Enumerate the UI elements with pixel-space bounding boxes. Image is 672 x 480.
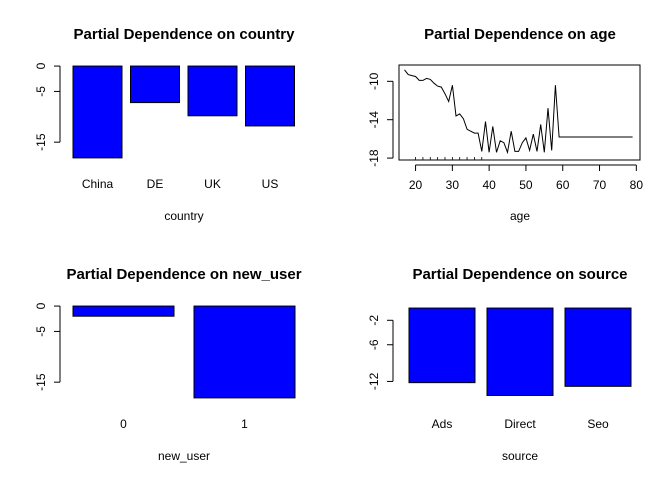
x-tick-label: Seo xyxy=(587,417,609,431)
y-tick-label: -5 xyxy=(34,326,48,337)
x-tick-label: DE xyxy=(147,177,164,191)
bar xyxy=(187,65,238,117)
x-tick-label: 60 xyxy=(556,178,570,192)
x-tick-label: US xyxy=(262,177,279,191)
y-tick-label: -15 xyxy=(34,133,48,151)
y-tick-label: -5 xyxy=(34,86,48,97)
x-tick-label: China xyxy=(82,177,114,191)
x-axis-label: source xyxy=(502,449,538,463)
country-panel: Partial Dependence on country China DE UK US… xyxy=(34,26,295,223)
x-tick-label: 20 xyxy=(409,178,423,192)
x-tick-label: 80 xyxy=(630,178,644,192)
x-tick-label: UK xyxy=(204,177,221,191)
x-tick-label: 50 xyxy=(519,178,533,192)
source-panel: Partial Dependence on source Ads Direct Seo… xyxy=(367,266,632,463)
bar xyxy=(130,65,180,104)
x-tick-label: Ads xyxy=(432,417,453,431)
x-axis-label: country xyxy=(164,209,203,223)
bar xyxy=(408,307,476,384)
y-tick-label: -10 xyxy=(367,72,381,90)
y-tick-label: -18 xyxy=(367,149,381,167)
bar xyxy=(72,65,123,159)
new-user-panel: Partial Dependence on new_user 0 1 0 -5 -15 ne… xyxy=(34,266,302,463)
x-axis-label: new_user xyxy=(158,449,210,463)
x-tick-label: 40 xyxy=(482,178,496,192)
y-tick-label: 0 xyxy=(34,302,48,309)
chart-title: Partial Dependence on country xyxy=(74,26,296,43)
x-tick-label: Direct xyxy=(504,417,536,431)
age-panel: Partial Dependence on age 20 30 40 50 60 70 80 -… xyxy=(367,26,643,223)
x-tick-label: 70 xyxy=(593,178,607,192)
y-tick-label: -15 xyxy=(34,373,48,391)
bar xyxy=(193,305,296,399)
y-tick-label: -2 xyxy=(367,315,381,326)
series-line xyxy=(404,69,633,155)
y-tick-label: 0 xyxy=(34,62,48,69)
y-tick-label: -12 xyxy=(367,372,381,390)
chart-title: Partial Dependence on source xyxy=(412,266,627,283)
y-tick-label: -14 xyxy=(367,111,381,129)
bar xyxy=(564,307,632,387)
bar xyxy=(486,307,554,396)
bar xyxy=(245,65,295,127)
x-tick-label: 1 xyxy=(241,417,248,431)
plot-frame xyxy=(398,64,641,161)
x-tick-label: 30 xyxy=(446,178,460,192)
bar xyxy=(72,305,175,317)
chart-title: Partial Dependence on new_user xyxy=(66,266,301,283)
chart-title: Partial Dependence on age xyxy=(424,26,616,43)
x-axis-label: age xyxy=(510,209,530,223)
x-tick-label: 0 xyxy=(120,417,127,431)
y-tick-label: -6 xyxy=(367,339,381,350)
